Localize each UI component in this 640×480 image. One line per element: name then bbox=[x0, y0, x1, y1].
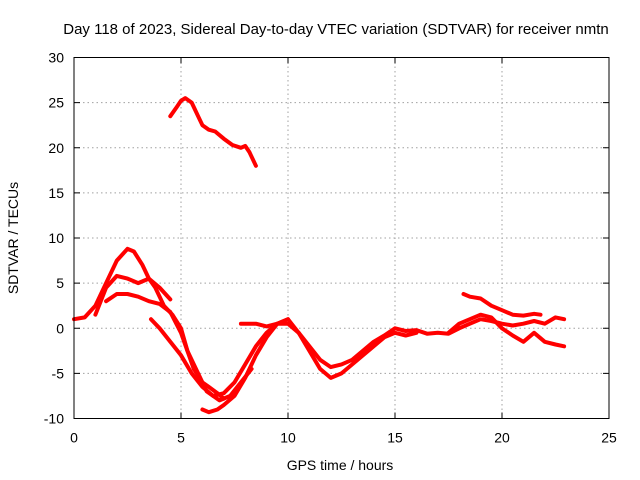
series-track-6 bbox=[238, 315, 567, 370]
chart-title: Day 118 of 2023, Sidereal Day-to-day VTE… bbox=[63, 21, 609, 38]
x-tick-label: 20 bbox=[494, 430, 510, 446]
y-tick-label: 15 bbox=[48, 185, 64, 201]
series-track-7 bbox=[446, 312, 567, 349]
x-tick-label: 5 bbox=[177, 430, 185, 446]
y-tick-label: 0 bbox=[56, 320, 64, 336]
series-track-9 bbox=[168, 96, 258, 168]
y-tick-label: 10 bbox=[48, 230, 64, 246]
series-track-3 bbox=[104, 292, 226, 401]
y-tick-label: -10 bbox=[44, 411, 64, 427]
series-track-4 bbox=[149, 317, 290, 398]
y-tick-label: 25 bbox=[48, 95, 64, 111]
grid bbox=[74, 57, 609, 419]
x-tick-label: 10 bbox=[280, 430, 296, 446]
y-tick-label: 30 bbox=[48, 50, 64, 66]
axes: 0 5 10 15 20 25 -10 -5 0 5 10 15 20 25 30 bbox=[44, 50, 617, 446]
x-tick-label: 25 bbox=[601, 430, 617, 446]
y-tick-label: 20 bbox=[48, 140, 64, 156]
x-tick-label: 15 bbox=[387, 430, 403, 446]
x-tick-label: 0 bbox=[70, 430, 78, 446]
x-axis-label: GPS time / hours bbox=[287, 457, 394, 473]
y-tick-label: 5 bbox=[56, 275, 64, 291]
series-track-8 bbox=[461, 292, 543, 318]
series-track-1 bbox=[72, 246, 173, 322]
data-series bbox=[72, 96, 567, 415]
y-tick-label: -5 bbox=[52, 365, 65, 381]
y-axis-label: SDTVAR / TECUs bbox=[5, 182, 21, 294]
